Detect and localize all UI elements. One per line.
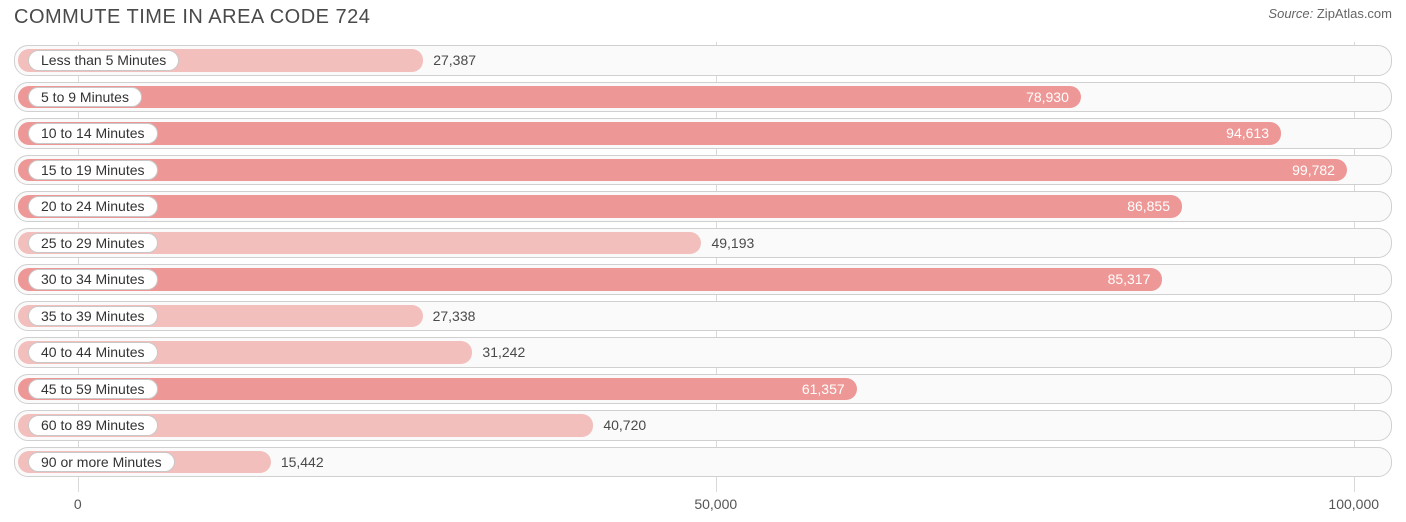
chart-source: Source: ZipAtlas.com xyxy=(1268,6,1392,21)
category-pill: 35 to 39 Minutes xyxy=(28,306,158,327)
category-pill: 90 or more Minutes xyxy=(28,452,175,473)
bar-row: 25 to 29 Minutes 49,193 xyxy=(14,225,1392,262)
category-pill: Less than 5 Minutes xyxy=(28,50,179,71)
chart-area: Less than 5 Minutes 27,387 5 to 9 Minutes 7… xyxy=(14,42,1392,492)
value-label: 85,317 xyxy=(1108,261,1151,298)
source-label: Source: xyxy=(1268,6,1313,21)
bar-row: 15 to 19 Minutes 99,782 xyxy=(14,152,1392,189)
value-label: 15,442 xyxy=(281,444,324,481)
bar-fill xyxy=(18,159,1347,182)
value-label: 40,720 xyxy=(603,407,646,444)
value-label: 78,930 xyxy=(1026,79,1069,116)
bar-fill xyxy=(18,86,1081,109)
chart-header: COMMUTE TIME IN AREA CODE 724 Source: Zi… xyxy=(0,0,1406,29)
x-axis: 0 50,000 100,000 xyxy=(14,496,1392,516)
chart-title: COMMUTE TIME IN AREA CODE 724 xyxy=(14,6,370,29)
bar-fill xyxy=(18,122,1281,145)
category-pill: 5 to 9 Minutes xyxy=(28,87,142,108)
bar-row: 60 to 89 Minutes 40,720 xyxy=(14,407,1392,444)
bar-row: 20 to 24 Minutes 86,855 xyxy=(14,188,1392,225)
plot-area: Less than 5 Minutes 27,387 5 to 9 Minutes 7… xyxy=(14,42,1392,492)
category-pill: 40 to 44 Minutes xyxy=(28,342,158,363)
value-label: 61,357 xyxy=(802,371,845,408)
x-tick-label: 100,000 xyxy=(1328,496,1379,512)
bar-row: 30 to 34 Minutes 85,317 xyxy=(14,261,1392,298)
value-label: 99,782 xyxy=(1292,152,1335,189)
source-name: ZipAtlas.com xyxy=(1317,6,1392,21)
bar-row: 35 to 39 Minutes 27,338 xyxy=(14,298,1392,335)
bar-row: 90 or more Minutes 15,442 xyxy=(14,444,1392,481)
value-label: 86,855 xyxy=(1127,188,1170,225)
bar-row: 5 to 9 Minutes 78,930 xyxy=(14,79,1392,116)
value-label: 27,387 xyxy=(433,42,476,79)
category-pill: 20 to 24 Minutes xyxy=(28,196,158,217)
x-tick-label: 0 xyxy=(74,496,82,512)
value-label: 49,193 xyxy=(711,225,754,262)
category-pill: 30 to 34 Minutes xyxy=(28,269,158,290)
bar-row: 10 to 14 Minutes 94,613 xyxy=(14,115,1392,152)
category-pill: 25 to 29 Minutes xyxy=(28,233,158,254)
value-label: 94,613 xyxy=(1226,115,1269,152)
category-pill: 10 to 14 Minutes xyxy=(28,123,158,144)
value-label: 31,242 xyxy=(482,334,525,371)
category-pill: 60 to 89 Minutes xyxy=(28,415,158,436)
bar-row: Less than 5 Minutes 27,387 xyxy=(14,42,1392,79)
bar-row: 45 to 59 Minutes 61,357 xyxy=(14,371,1392,408)
bar-fill xyxy=(18,268,1162,291)
x-tick-label: 50,000 xyxy=(694,496,737,512)
category-pill: 45 to 59 Minutes xyxy=(28,379,158,400)
bar-fill xyxy=(18,195,1182,218)
value-label: 27,338 xyxy=(433,298,476,335)
bar-row: 40 to 44 Minutes 31,242 xyxy=(14,334,1392,371)
category-pill: 15 to 19 Minutes xyxy=(28,160,158,181)
